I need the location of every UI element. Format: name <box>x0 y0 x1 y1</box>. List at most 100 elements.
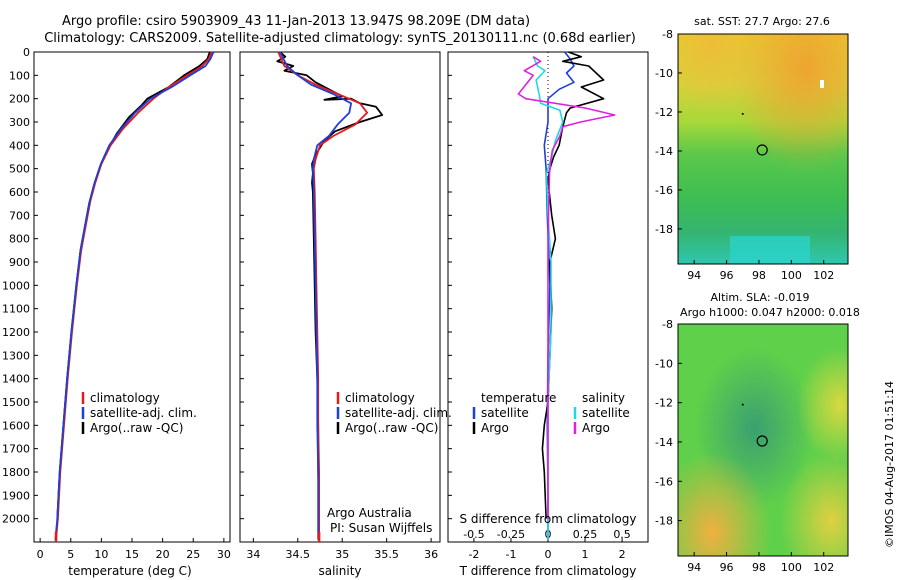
x-tick-label: 36 <box>424 548 438 561</box>
x-tick-label: 34.5 <box>286 548 311 561</box>
series-argo-raw-qc--line <box>56 51 211 519</box>
s-difference-axis-label: S difference from climatology <box>460 512 637 526</box>
map-lat-tick-label: -16 <box>655 184 673 197</box>
depth-tick-label: 300 <box>9 116 30 129</box>
agency-label: Argo Australia <box>327 506 412 520</box>
depth-tick-label: 0 <box>23 46 30 59</box>
s-difference-tick-label: -0.25 <box>497 528 525 541</box>
sst-map-title: sat. SST: 27.7 Argo: 27.6 <box>694 15 830 28</box>
s-difference-tick-label: 0.25 <box>573 528 598 541</box>
sst-missing-cell <box>820 80 824 88</box>
depth-tick-label: 1400 <box>2 373 30 386</box>
legend-satellite-label: satellite-adj. clim. <box>345 406 452 420</box>
legend-t-argo-label: Argo <box>481 421 509 435</box>
figure-subtitle: Climatology: CARS2009. Satellite-adjuste… <box>44 31 636 46</box>
pi-label: PI: Susan Wijffels <box>330 521 432 535</box>
map-lon-tick-label: 96 <box>720 561 734 574</box>
map-lat-tick-label: -10 <box>655 67 673 80</box>
x-tick-label: 34 <box>246 548 260 561</box>
depth-tick-label: 1300 <box>2 349 30 362</box>
depth-tick-label: 1500 <box>2 396 30 409</box>
map-lat-tick-label: -18 <box>655 223 673 236</box>
series-climatology-line <box>55 51 213 540</box>
depth-tick-label: 1100 <box>2 303 30 316</box>
map-lon-tick-label: 94 <box>687 561 701 574</box>
depth-tick-label: 1200 <box>2 326 30 339</box>
sla-map: Altim. SLA: -0.019 Argo h1000: 0.047 h20… <box>677 291 860 557</box>
map-lon-tick-label: 96 <box>720 269 734 282</box>
t-difference-axis-label: T difference from climatology <box>459 564 637 578</box>
s-difference-tick-label: 0.5 <box>613 528 631 541</box>
sla-map-subtitle: Argo h1000: 0.047 h2000: 0.018 <box>680 306 860 319</box>
s-difference-tick-label: -0.5 <box>463 528 484 541</box>
depth-tick-label: 700 <box>9 209 30 222</box>
x-tick-label: -2 <box>468 548 479 561</box>
depth-tick-label: 1000 <box>2 279 30 292</box>
map-lon-tick-label: 98 <box>752 269 766 282</box>
series-satellite-adj-clim--line <box>279 51 352 540</box>
legend-temperature-title: temperature <box>481 391 556 405</box>
map-lat-tick-label: -12 <box>655 106 673 119</box>
series-s-satellite-line <box>532 56 564 540</box>
salinity-legend: climatology satellite-adj. clim. Argo(..… <box>327 391 452 535</box>
sst-cold-patch <box>730 236 810 264</box>
legend-s-satellite-label: satellite <box>582 406 630 420</box>
depth-tick-label: 1900 <box>2 489 30 502</box>
map-lat-tick-label: -12 <box>655 397 673 410</box>
series-argo-raw-qc--line <box>276 51 384 519</box>
map-lat-tick-label: -16 <box>655 475 673 488</box>
x-tick-label: 35.5 <box>374 548 399 561</box>
profile-location-marker <box>756 435 768 447</box>
depth-tick-label: 1700 <box>2 443 30 456</box>
series-satellite-adj-clim--line <box>54 51 215 540</box>
x-tick-label: 20 <box>156 548 170 561</box>
island-marker <box>741 112 744 115</box>
map-lat-tick-label: -18 <box>655 515 673 528</box>
sla-map-title: Altim. SLA: -0.019 <box>710 291 809 304</box>
x-tick-label: 10 <box>94 548 108 561</box>
figure-title: Argo profile: csiro 5903909_43 11-Jan-20… <box>62 14 530 29</box>
depth-tick-label: 100 <box>9 69 30 82</box>
legend-satellite-label: satellite-adj. clim. <box>90 406 197 420</box>
profile-location-marker <box>756 144 768 156</box>
depth-tick-label: 400 <box>9 139 30 152</box>
salinity-axis-label: salinity <box>318 564 361 578</box>
legend-t-satellite-label: satellite <box>481 406 529 420</box>
map-lat-tick-label: -14 <box>655 436 673 449</box>
map-lon-tick-label: 100 <box>781 269 802 282</box>
legend-argo-label: Argo(..raw -QC) <box>90 421 183 435</box>
depth-tick-label: 2000 <box>2 513 30 526</box>
timestamp-stamp: ©IMOS 04-Aug-2017 01:51:14 <box>883 381 896 548</box>
sla-high-patch <box>678 324 848 556</box>
x-tick-label: 25 <box>186 548 200 561</box>
x-tick-label: 30 <box>217 548 231 561</box>
legend-climatology-label: climatology <box>345 391 415 405</box>
legend-climatology-label: climatology <box>90 391 160 405</box>
legend-argo-label: Argo(..raw -QC) <box>345 421 438 435</box>
map-lat-tick-label: -14 <box>655 145 673 158</box>
depth-tick-label: 200 <box>9 93 30 106</box>
x-tick-label: 2 <box>619 548 626 561</box>
map-lon-tick-label: 94 <box>687 269 701 282</box>
map-lon-tick-label: 102 <box>813 561 834 574</box>
series-s-argo-line <box>517 56 616 519</box>
depth-tick-label: 900 <box>9 256 30 269</box>
depth-tick-label: 500 <box>9 163 30 176</box>
map-lat-tick-label: -8 <box>662 318 673 331</box>
x-tick-label: 35 <box>335 548 349 561</box>
island-marker <box>741 403 744 406</box>
x-tick-label: 5 <box>67 548 74 561</box>
sst-map: sat. SST: 27.7 Argo: 27.6 <box>677 15 849 265</box>
depth-tick-label: 1600 <box>2 419 30 432</box>
map-lon-tick-label: 98 <box>752 561 766 574</box>
depth-tick-label: 1800 <box>2 466 30 479</box>
map-lon-tick-label: 100 <box>781 561 802 574</box>
sst-warm-patch <box>678 34 848 264</box>
map-lon-tick-label: 102 <box>813 269 834 282</box>
difference-legend: temperature satellite Argo salinity sate… <box>460 391 637 526</box>
sla-map-frame <box>677 323 849 557</box>
x-tick-label: 15 <box>125 548 139 561</box>
x-tick-label: 0 <box>545 548 552 561</box>
x-tick-label: 0 <box>37 548 44 561</box>
